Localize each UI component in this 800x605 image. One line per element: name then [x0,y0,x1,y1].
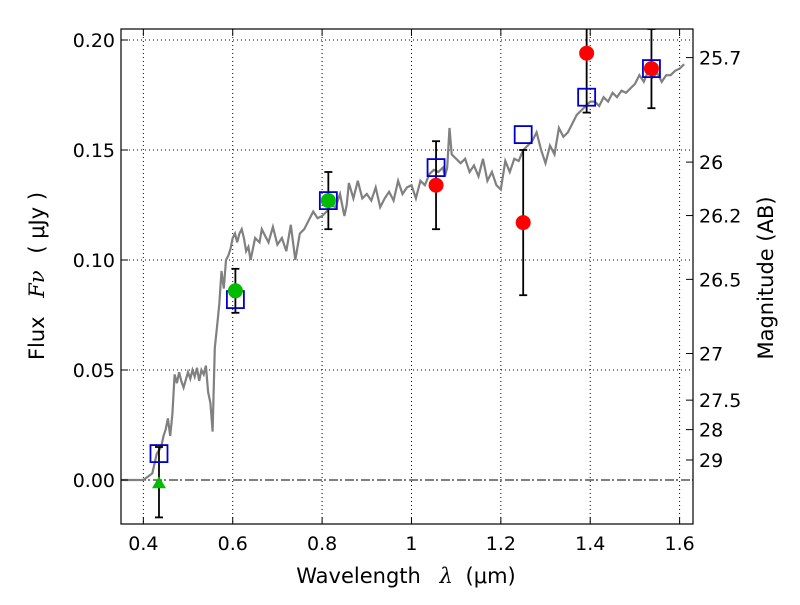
grid [121,29,693,524]
observed-flux-point [227,283,243,299]
model-flux-square [318,191,338,211]
right-axis-label: Magnitude (AB) [754,196,778,359]
x-tick-label: 1.2 [486,533,516,555]
magnitude-tick-label: 28 [699,420,723,442]
plot-content [121,29,685,519]
y-tick-label: 0.10 [73,250,115,272]
magnitude-ticks: 25.7 26 26.2 26.5 27 27.5 28 29 [686,48,741,472]
x-ticks: 0.4 0.6 0.8 1 1.2 1.4 1.6 [128,29,695,555]
x-tick-label: 1.4 [575,533,605,555]
template-spectrum-line [121,63,685,482]
observed-flux-point [428,177,444,193]
magnitude-tick-label: 26 [699,152,723,174]
model-flux-square [577,87,597,107]
model-flux-square [426,158,446,178]
y-tick-label: 0.15 [73,140,115,162]
magnitude-tick-label: 27 [699,344,723,366]
y-axis-label-unit: ( μJy ) [25,192,49,254]
x-axis-label-unit: (μm) [466,564,516,588]
y-tick-label: 0.05 [73,360,115,382]
magnitude-tick-label: 29 [699,450,723,472]
model-photometry-markers [149,59,661,464]
y-ticks: 0.00 0.05 0.10 0.15 0.20 [73,30,128,492]
error-bars [154,29,656,519]
y-axis-label: Flux Fν ( μJy ) [25,192,49,360]
x-axis-label-symbol: λ [439,564,453,588]
magnitude-tick-label: 27.5 [699,390,741,412]
x-tick-label: 1.6 [664,533,694,555]
observed-flux-point [515,215,531,231]
model-flux-square [513,125,533,144]
magnitude-tick-label: 25.7 [699,48,741,70]
x-axis-label-word: Wavelength [296,564,421,588]
magnitude-tick-label: 26.2 [699,206,741,228]
x-axis-label: Wavelength λ (μm) [296,564,515,588]
y-axis-label-symbol: Fν [25,270,49,299]
observed-flux-point [643,61,659,77]
y-axis-label-word: Flux [25,316,49,360]
observed-flux-triangle [151,476,166,489]
y-tick-label: 0.20 [73,30,115,52]
model-flux-square [149,444,169,464]
plot-frame [120,28,694,525]
x-tick-label: 0.8 [307,533,337,555]
y-tick-label: 0.00 [73,470,115,492]
observed-markers [151,45,659,489]
magnitude-tick-label: 26.5 [699,269,741,291]
x-tick-label: 1 [405,533,417,555]
x-tick-label: 0.4 [128,533,158,555]
observed-flux-point [320,193,336,209]
x-tick-label: 0.6 [218,533,248,555]
model-flux-square [642,59,661,78]
observed-flux-point [579,45,595,61]
